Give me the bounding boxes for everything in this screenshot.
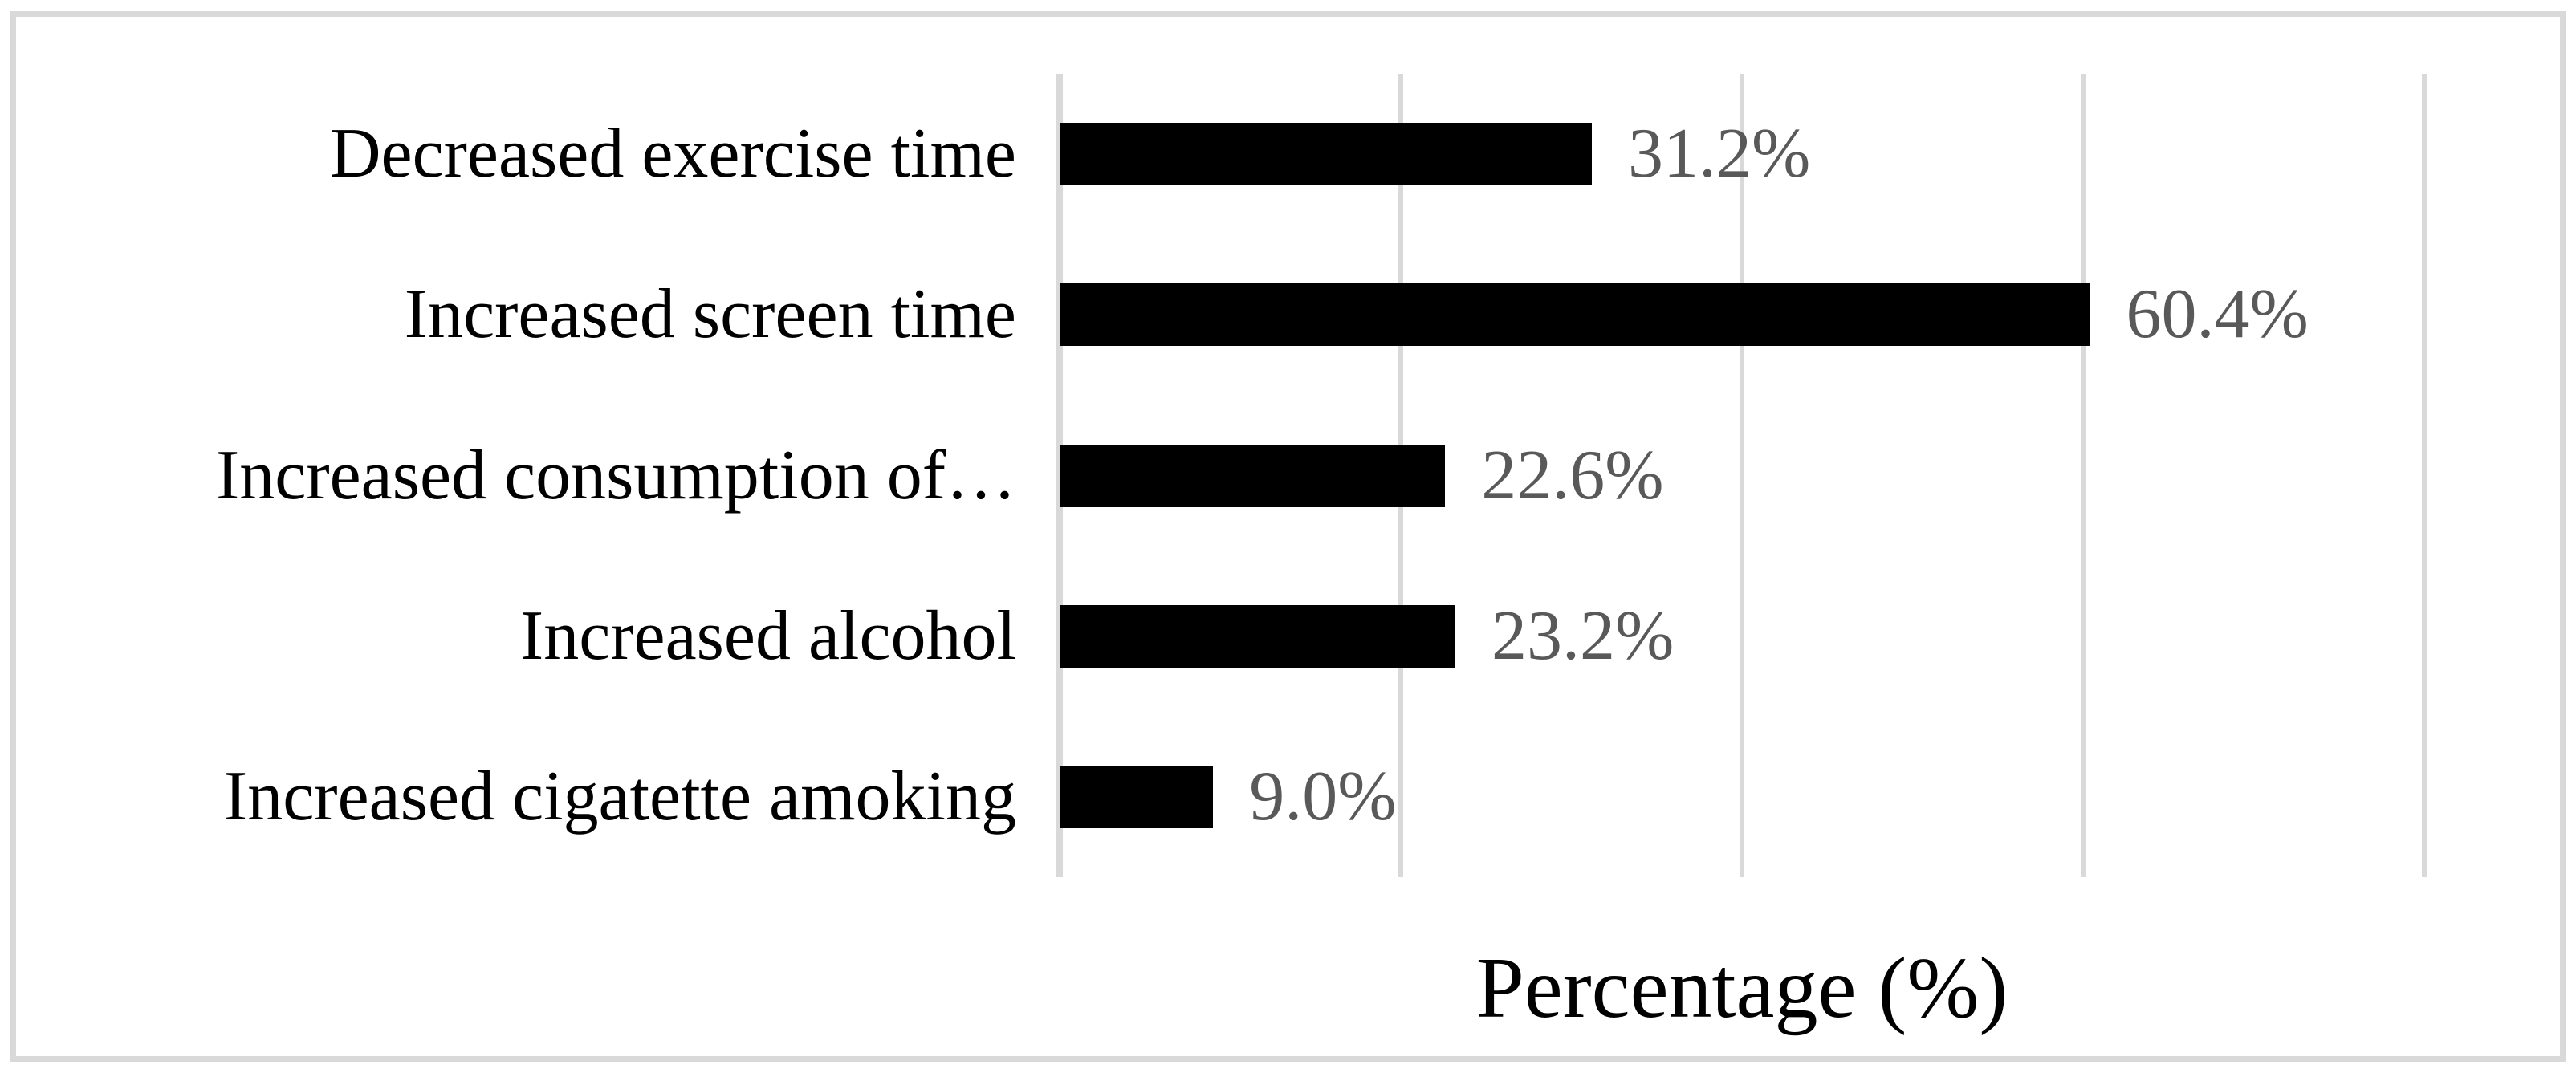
category-label: Increased consumption of… (215, 436, 1016, 514)
category-label: Increased screen time (404, 275, 1016, 354)
bar (1060, 123, 1592, 186)
chart-row: Increased consumption of… 22.6% (0, 395, 2576, 555)
category-label: Increased alcohol (519, 596, 1016, 675)
chart-rows: Decreased exercise time 31.2% Increased sc… (0, 74, 2576, 877)
category-label: Increased cigatette amoking (223, 757, 1016, 835)
chart-row: Increased alcohol 23.2% (0, 556, 2576, 717)
gridline (1740, 74, 1744, 877)
value-label: 9.0% (1249, 757, 1397, 835)
bar-area: 22.6% (1060, 395, 2424, 555)
bar (1060, 604, 1455, 668)
x-axis-title: Percentage (%) (1475, 941, 2008, 1036)
gridline (2081, 74, 2086, 877)
value-label: 22.6% (1481, 436, 1664, 514)
bar (1060, 765, 1214, 828)
bar-area: 31.2% (1060, 74, 2424, 234)
bar (1060, 444, 1446, 507)
bar-area: 9.0% (1060, 717, 2424, 877)
category-label: Decreased exercise time (329, 115, 1016, 193)
value-label: 23.2% (1491, 596, 1675, 675)
bar-area: 60.4% (1060, 234, 2424, 395)
chart-row: Increased screen time 60.4% (0, 234, 2576, 395)
chart-row: Decreased exercise time 31.2% (0, 74, 2576, 234)
value-label: 31.2% (1628, 115, 1811, 193)
gridline (2422, 74, 2427, 877)
bar (1060, 283, 2090, 347)
bar-area: 23.2% (1060, 556, 2424, 717)
value-label: 60.4% (2126, 275, 2309, 354)
chart-row: Increased cigatette amoking 9.0% (0, 717, 2576, 877)
